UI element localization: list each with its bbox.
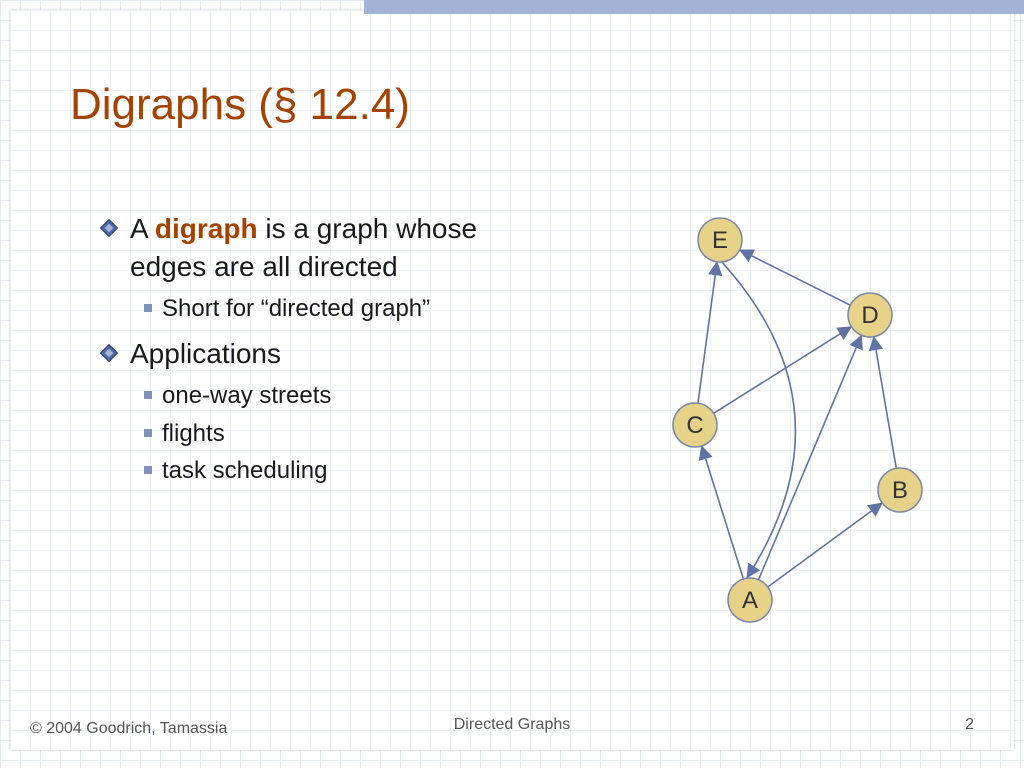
list-item: one-way streets bbox=[144, 379, 540, 413]
graph-edge bbox=[722, 262, 796, 576]
definition-text: A digraph is a graph whose edges are all… bbox=[130, 210, 540, 286]
diamond-bullet-icon bbox=[100, 219, 118, 237]
app-sub-text: flights bbox=[162, 417, 225, 451]
def-pre: A bbox=[130, 213, 155, 244]
list-item: A digraph is a graph whose edges are all… bbox=[100, 210, 540, 286]
list-item: task scheduling bbox=[144, 454, 540, 488]
graph-edge bbox=[874, 339, 896, 469]
app-sub-text: task scheduling bbox=[162, 454, 327, 488]
applications-text: Applications bbox=[130, 335, 281, 373]
graph-edge bbox=[741, 251, 850, 305]
list-item: Short for “directed graph” bbox=[144, 292, 540, 326]
graph-node-label: D bbox=[861, 302, 878, 329]
square-bullet-icon bbox=[144, 429, 152, 437]
square-bullet-icon bbox=[144, 304, 152, 312]
copyright-text: © 2004 Goodrich, Tamassia bbox=[30, 720, 227, 738]
footer: © 2004 Goodrich, Tamassia Directed Graph… bbox=[10, 714, 1014, 738]
square-bullet-icon bbox=[144, 391, 152, 399]
footer-title: Directed Graphs bbox=[454, 716, 571, 734]
graph-node-label: B bbox=[892, 477, 908, 504]
content-area: A digraph is a graph whose edges are all… bbox=[100, 210, 540, 492]
slide: Digraphs (§ 12.4) A digraph is a graph w… bbox=[10, 10, 1014, 750]
def-sub-text: Short for “directed graph” bbox=[162, 292, 430, 326]
digraph-diagram: A B C D E bbox=[560, 200, 980, 620]
app-sub-text: one-way streets bbox=[162, 379, 331, 413]
list-item: Applications bbox=[100, 335, 540, 373]
graph-node-label: E bbox=[712, 227, 728, 254]
graph-svg: A B C D E bbox=[560, 200, 980, 640]
accent-bar bbox=[364, 0, 1024, 14]
def-emphasis: digraph bbox=[155, 213, 258, 244]
graph-edge bbox=[698, 264, 717, 403]
diamond-bullet-icon bbox=[100, 344, 118, 362]
graph-node-label: C bbox=[686, 412, 703, 439]
page-title: Digraphs (§ 12.4) bbox=[70, 80, 410, 130]
page-number: 2 bbox=[965, 716, 974, 734]
list-item: flights bbox=[144, 417, 540, 451]
graph-edge bbox=[702, 448, 743, 579]
square-bullet-icon bbox=[144, 466, 152, 474]
graph-edge bbox=[759, 337, 861, 580]
graph-node-label: A bbox=[742, 587, 758, 614]
graph-edge bbox=[714, 328, 850, 414]
